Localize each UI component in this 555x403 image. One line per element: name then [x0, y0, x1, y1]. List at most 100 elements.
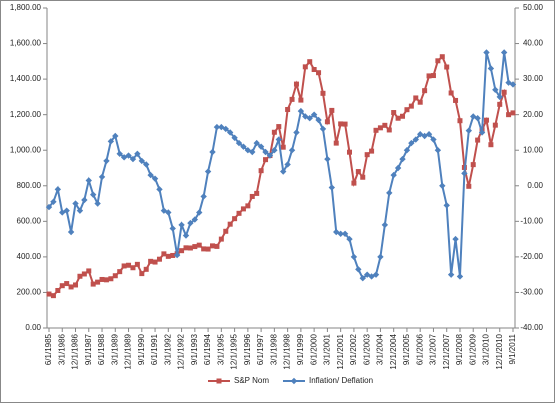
diamond-marker — [89, 191, 97, 198]
square-marker — [134, 261, 140, 267]
diamond-marker — [125, 152, 132, 159]
diamond-marker — [483, 49, 490, 56]
square-marker — [404, 107, 410, 113]
diamond-marker — [262, 148, 269, 156]
diamond-marker — [249, 148, 256, 156]
y-tick-label: 1,400.00 — [10, 74, 42, 83]
diamond-marker — [452, 235, 459, 243]
x-tick-label: 12/1/1995 — [230, 333, 239, 369]
square-marker — [99, 276, 105, 282]
diamond-marker — [76, 207, 84, 214]
square-marker — [108, 276, 114, 282]
diamond-marker — [421, 132, 428, 140]
x-tick-label: 12/1/1998 — [283, 333, 292, 369]
diamond-marker — [447, 271, 455, 278]
x-tick-label: 6/1/1994 — [203, 333, 212, 365]
diamond-marker — [324, 155, 331, 163]
square-marker — [216, 378, 222, 384]
diamond-marker — [116, 150, 123, 157]
diamond-marker — [288, 147, 296, 154]
diamond-marker — [103, 157, 110, 165]
diamond-marker — [474, 115, 481, 122]
y2-tick-label: -40.00 — [520, 323, 543, 332]
diamond-marker — [266, 152, 274, 159]
square-marker — [439, 54, 445, 60]
square-marker — [165, 253, 171, 259]
diamond-marker — [408, 139, 415, 147]
diamond-marker — [182, 232, 190, 239]
y2-tick-label: -30.00 — [520, 288, 543, 297]
square-marker — [152, 259, 158, 265]
x-tick-label: 3/1/1986 — [57, 333, 66, 365]
x-tick-label: 6/1/1988 — [97, 333, 106, 365]
diamond-marker — [443, 202, 450, 209]
square-marker — [196, 242, 202, 248]
diamond-marker — [107, 138, 115, 145]
square-marker — [307, 59, 313, 65]
square-marker — [355, 169, 361, 175]
diamond-marker — [209, 148, 216, 156]
diamond-marker — [129, 155, 137, 163]
square-marker — [426, 73, 432, 79]
square-marker — [148, 258, 154, 264]
square-marker — [417, 99, 423, 105]
square-marker — [333, 140, 339, 146]
square-marker — [68, 284, 74, 290]
square-marker — [369, 148, 375, 154]
square-marker — [298, 97, 304, 103]
square-marker — [73, 282, 79, 288]
square-marker — [223, 228, 229, 234]
y-tick-label: 0.00 — [25, 323, 41, 332]
diamond-marker — [425, 131, 433, 138]
square-marker — [510, 110, 516, 116]
square-marker — [422, 88, 428, 94]
square-marker — [470, 162, 476, 168]
x-tick-label: 3/1/2007 — [429, 333, 438, 365]
y-tick-label: 1,200.00 — [10, 110, 42, 119]
x-tick-label: 9/1/1999 — [296, 333, 305, 365]
square-marker — [466, 183, 472, 189]
square-marker — [117, 269, 123, 275]
diamond-marker — [85, 177, 92, 184]
square-marker — [329, 107, 335, 113]
y-tick-label: 1,800.00 — [10, 3, 42, 12]
diamond-marker — [439, 182, 446, 189]
square-marker — [236, 210, 242, 216]
square-marker — [501, 89, 507, 95]
square-marker — [311, 67, 317, 73]
y2-tick-label: -10.00 — [520, 216, 543, 225]
diamond-marker — [496, 93, 503, 101]
diamond-marker — [204, 168, 212, 175]
square-marker — [506, 112, 512, 118]
square-marker — [346, 149, 352, 155]
diamond-marker — [222, 125, 229, 133]
diamond-marker — [319, 125, 327, 133]
diamond-marker — [377, 253, 384, 261]
square-marker — [187, 245, 193, 251]
square-marker — [285, 107, 291, 113]
square-marker — [240, 206, 246, 212]
square-marker — [293, 81, 299, 87]
diamond-marker — [257, 143, 265, 150]
x-tick-label: 6/1/2000 — [309, 333, 318, 365]
diamond-marker — [156, 186, 163, 193]
square-marker — [408, 103, 414, 109]
diamond-marker — [390, 171, 397, 179]
diamond-marker — [341, 230, 349, 237]
square-marker — [254, 190, 260, 196]
diamond-marker — [337, 230, 344, 237]
diamond-marker — [63, 207, 70, 214]
square-marker — [64, 281, 70, 287]
square-marker — [382, 122, 388, 128]
square-marker — [391, 110, 397, 116]
square-marker — [95, 279, 101, 285]
diamond-marker — [346, 235, 353, 243]
x-tick-label: 6/1/2009 — [468, 333, 477, 365]
diamond-marker — [293, 129, 300, 136]
square-marker — [214, 243, 220, 249]
square-marker — [112, 273, 118, 279]
diamond-marker — [290, 377, 298, 385]
diamond-marker — [50, 198, 57, 205]
